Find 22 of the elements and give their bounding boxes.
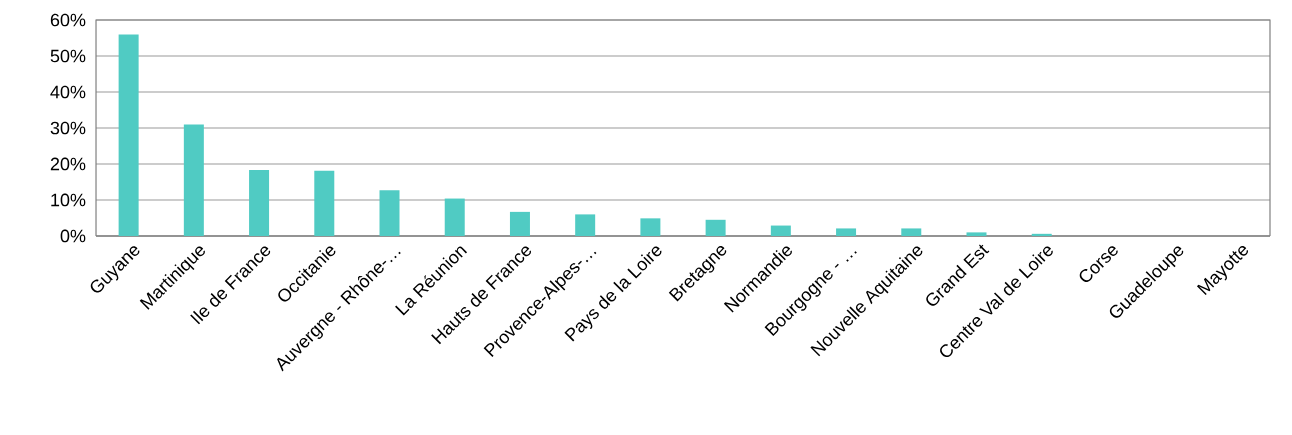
bar [966, 232, 987, 236]
bar [575, 214, 596, 236]
bar [836, 228, 857, 236]
y-tick-label: 60% [50, 13, 86, 27]
bar [444, 198, 465, 236]
bar [379, 190, 400, 236]
bar [901, 228, 922, 236]
y-tick-label: 30% [50, 121, 86, 135]
bar [770, 225, 791, 236]
y-tick-label: 40% [50, 85, 86, 99]
y-tick-label: 20% [50, 157, 86, 171]
bar [640, 218, 661, 236]
bar [705, 219, 726, 236]
y-tick-label: 10% [51, 193, 86, 207]
bar [314, 170, 335, 236]
bar [118, 34, 139, 236]
y-tick-label: 0% [60, 229, 86, 243]
bar [1031, 233, 1052, 236]
y-tick-label: 50% [50, 49, 86, 63]
bar [249, 170, 270, 236]
bar [509, 211, 530, 236]
bar [183, 124, 204, 236]
